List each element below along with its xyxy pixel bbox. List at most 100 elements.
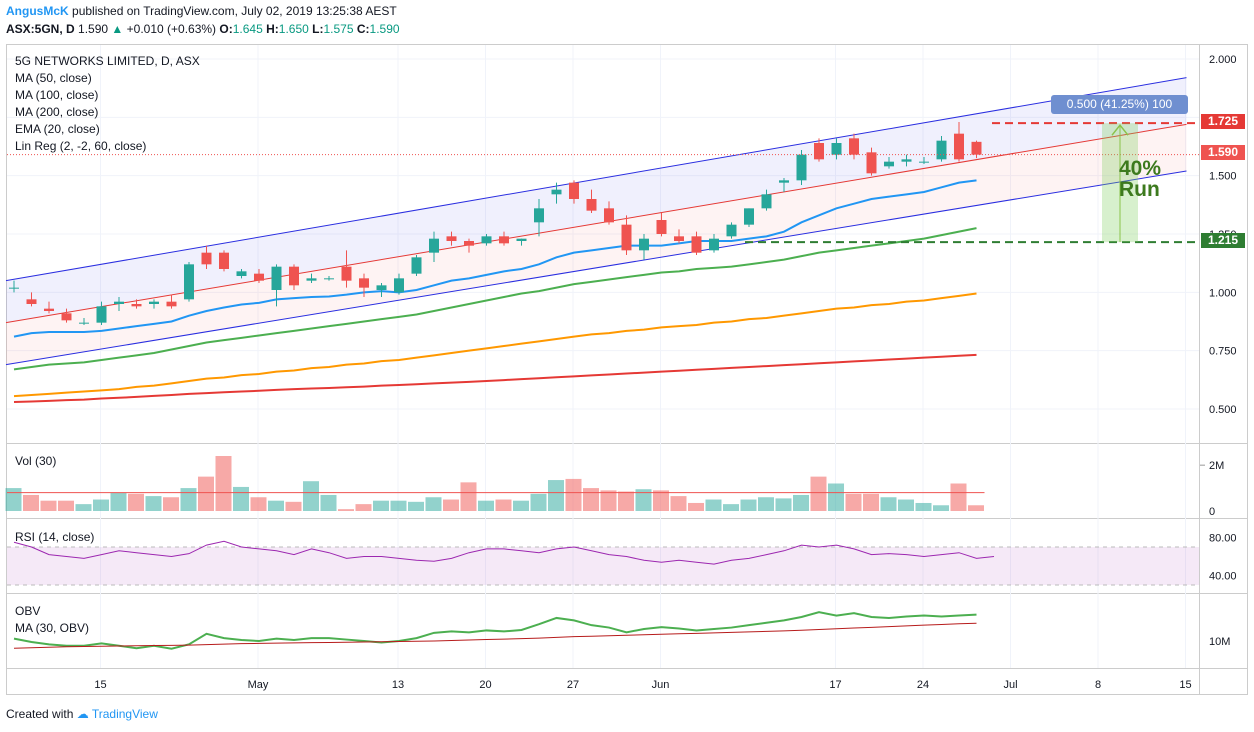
price-label-top: 1.725	[1201, 114, 1245, 129]
close-value: 1.590	[369, 22, 400, 36]
volume-bar	[653, 490, 669, 511]
candle-body	[656, 220, 667, 234]
candle-body	[271, 266, 282, 290]
time-tick-label: 24	[917, 679, 929, 691]
obv-title: OBV	[15, 604, 41, 618]
last-price: 1.590	[78, 22, 109, 36]
candle-body	[831, 143, 842, 155]
volume-bar	[618, 491, 634, 511]
candle-body	[201, 252, 212, 265]
volume-bar	[58, 500, 74, 511]
candle-body	[499, 236, 509, 244]
candle-body	[516, 238, 527, 241]
volume-bar	[933, 505, 949, 511]
candle-body	[446, 236, 457, 241]
candle-body	[114, 301, 124, 304]
candles	[9, 122, 982, 325]
footer-brand[interactable]: TradingView	[91, 707, 158, 721]
candle-body	[534, 208, 544, 223]
candle-body	[341, 266, 352, 281]
measure-arrow-head	[1111, 123, 1129, 136]
candle-body	[254, 273, 264, 281]
candle-body	[61, 313, 72, 321]
obv-ma-line	[13, 622, 977, 649]
volume-bar	[950, 483, 967, 511]
chart-frame	[6, 44, 1248, 695]
candle-body	[429, 238, 439, 253]
volume-bar	[880, 497, 897, 511]
run-annotation-percent: 40%	[1119, 157, 1162, 180]
footer: Created with ☁ TradingView	[6, 707, 158, 721]
obv-pane	[13, 611, 977, 650]
time-tick-label: Jun	[652, 679, 670, 691]
volume-pane	[5, 456, 985, 511]
volume-bar	[425, 497, 442, 511]
open-value: 1.645	[232, 22, 263, 36]
open-label: O:	[219, 22, 233, 36]
candle-body	[9, 287, 19, 289]
candle-body	[744, 208, 754, 225]
legend-ma50: MA (50, close)	[15, 71, 92, 85]
volume-bar	[723, 504, 739, 511]
candle-body	[674, 236, 684, 241]
volume-bar	[810, 476, 827, 511]
candle-body	[184, 264, 194, 300]
footer-created: Created with	[6, 707, 74, 721]
candle-body	[481, 236, 492, 244]
legend-linreg: Lin Reg (2, -2, 60, close)	[15, 139, 147, 153]
candle-body	[464, 241, 474, 246]
volume-bar	[845, 493, 862, 511]
candle-body	[289, 266, 299, 286]
vol-title: Vol (30)	[15, 454, 57, 468]
volume-bar	[513, 500, 529, 511]
candle-body	[901, 159, 912, 162]
price-change: +0.010 (+0.63%)	[126, 22, 217, 36]
high-value: 1.650	[278, 22, 309, 36]
candle-body	[726, 224, 737, 237]
rsi-band-fill	[7, 547, 1199, 585]
volume-bar	[828, 483, 844, 511]
candle-body	[586, 199, 597, 211]
candle-body	[551, 189, 562, 195]
candle-body	[779, 180, 789, 183]
candle-body	[324, 278, 334, 280]
candle-body	[376, 285, 387, 290]
candle-body	[866, 152, 877, 174]
rsi-title: RSI (14, close)	[15, 530, 95, 544]
volume-bar	[40, 500, 57, 511]
candle-body	[796, 154, 807, 181]
symbol-label: ASX:5GN, D	[6, 22, 75, 36]
volume-bar	[793, 494, 809, 511]
ma200-line	[13, 353, 977, 403]
candle-body	[709, 238, 719, 251]
candle-body	[44, 308, 54, 311]
volume-bar	[128, 493, 144, 511]
time-tick-label: 8	[1095, 679, 1101, 691]
volume-bar	[320, 494, 337, 511]
price-tick-label: 0.750	[1209, 346, 1237, 358]
candle-body	[79, 322, 89, 324]
candle-body	[96, 306, 107, 323]
up-arrow-icon: ▲	[111, 22, 124, 36]
volume-bar	[215, 456, 232, 511]
volume-bar	[478, 500, 494, 511]
candle-body	[919, 161, 929, 163]
price-label-bottom: 1.215	[1201, 233, 1245, 248]
candle-body	[936, 140, 947, 160]
volume-bar	[180, 488, 197, 511]
volume-bar	[163, 497, 179, 511]
volume-bar	[268, 500, 284, 511]
candle-body	[411, 257, 422, 274]
price-range-measure[interactable]	[1102, 123, 1138, 243]
volume-bar	[75, 504, 92, 511]
volume-bar	[705, 499, 722, 511]
legend-title: 5G NETWORKS LIMITED, D, ASX	[15, 54, 200, 68]
volume-bar	[600, 490, 617, 511]
author-name[interactable]: AngusMcK	[6, 4, 69, 18]
volume-bar	[670, 496, 687, 511]
volume-bar	[23, 494, 39, 511]
volume-bar	[775, 498, 792, 511]
legend-ma200: MA (200, close)	[15, 105, 99, 119]
price-tick-label: 0.500	[1209, 404, 1237, 416]
